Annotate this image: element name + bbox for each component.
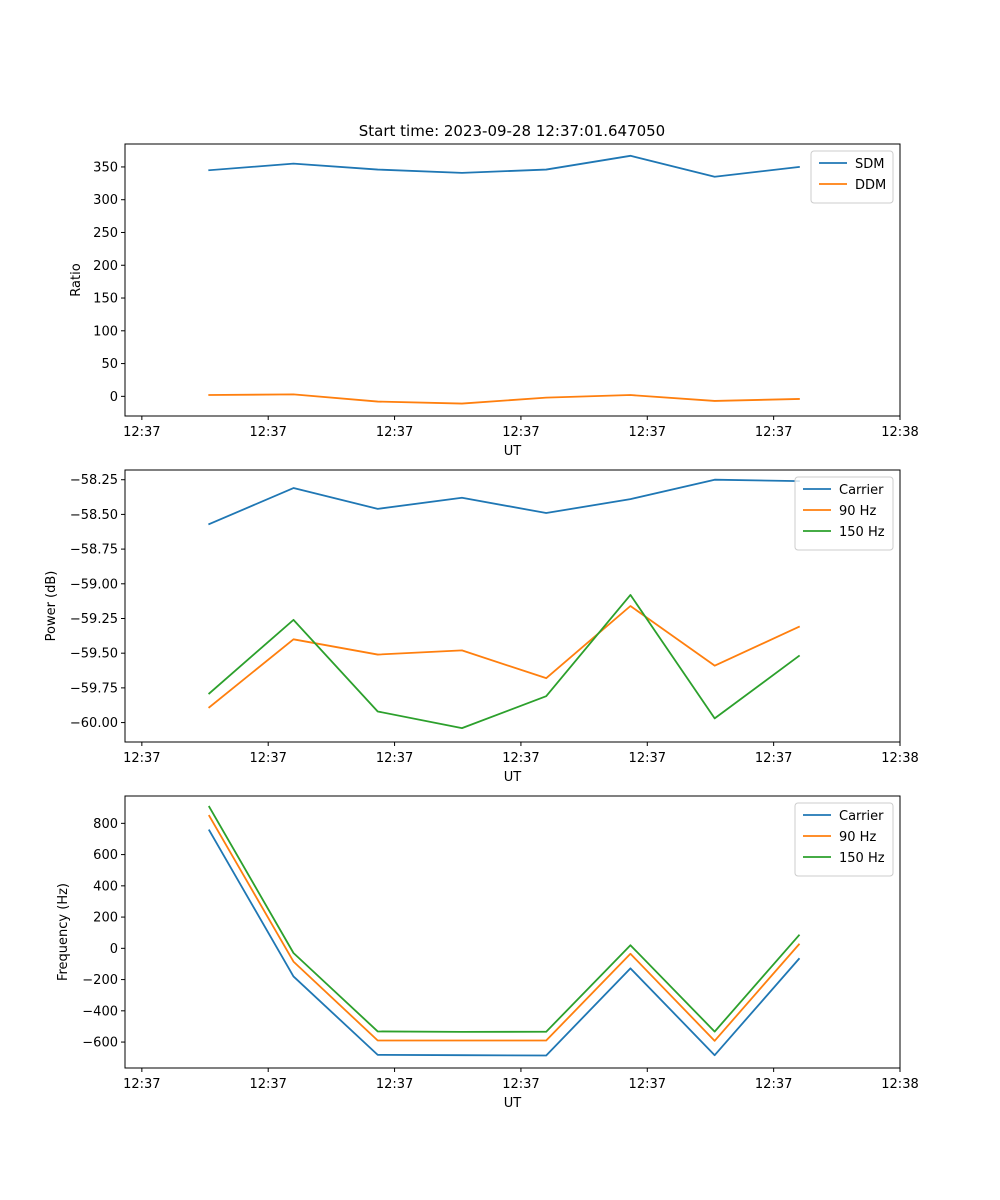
x-tick-label: 12:38 (881, 425, 918, 440)
legend-label: 90 Hz (839, 830, 876, 845)
x-axis-label: UT (504, 444, 522, 459)
y-tick-label: −58.50 (70, 508, 118, 523)
x-tick-label: 12:37 (502, 1077, 539, 1092)
legend-label: 150 Hz (839, 851, 885, 866)
legend: Carrier 90 Hz 150 Hz (794, 476, 894, 551)
y-tick-label: 600 (93, 848, 118, 863)
series-line-sdm (208, 154, 800, 178)
legend: Carrier 90 Hz 150 Hz (794, 802, 894, 877)
x-tick-label: 12:37 (249, 751, 286, 766)
legend-label: Carrier (839, 483, 884, 498)
x-tick-label: 12:37 (123, 425, 160, 440)
x-tick-label: 12:37 (502, 425, 539, 440)
y-tick-label: 200 (93, 259, 118, 274)
x-tick-label: 12:37 (249, 425, 286, 440)
series-line-150-hz (207, 594, 801, 730)
y-tick-label: 100 (93, 324, 118, 339)
axes-frame (124, 143, 901, 417)
legend-label: 150 Hz (839, 525, 885, 540)
y-tick-label: −59.75 (70, 681, 118, 696)
x-tick-label: 12:37 (123, 1077, 160, 1092)
x-tick-label: 12:38 (881, 751, 918, 766)
panel-1: 12:37 12:37 12:37 12:37 12:37 12:37 12:38 0 50 10… (69, 143, 919, 459)
y-tick-label: 400 (93, 879, 118, 894)
y-tick-label: −600 (82, 1036, 118, 1051)
legend-box (810, 150, 894, 204)
x-tick-label: 12:37 (249, 1077, 286, 1092)
y-tick-label: −60.00 (70, 716, 118, 731)
x-tick-label: 12:38 (881, 1077, 918, 1092)
x-tick-label: 12:37 (376, 751, 413, 766)
y-tick-label: −59.25 (70, 612, 118, 627)
y-tick-label: 350 (93, 160, 118, 175)
panel-2: 12:37 12:37 12:37 12:37 12:37 12:37 12:38 −60.0… (44, 469, 919, 785)
legend-label: SDM (855, 157, 884, 172)
x-tick-label: 12:37 (123, 751, 160, 766)
x-tick-label: 12:37 (629, 425, 666, 440)
y-tick-label: 150 (93, 292, 118, 307)
legend: SDM DDM (810, 150, 894, 204)
y-tick-label: −59.00 (70, 577, 118, 592)
panels: 12:37 12:37 12:37 12:37 12:37 12:37 12:38 0 50 10… (44, 143, 919, 1111)
y-tick-label: 0 (110, 942, 118, 957)
y-tick-label: 300 (93, 193, 118, 208)
y-tick-label: 200 (93, 911, 118, 926)
series-line-ddm (208, 393, 800, 405)
axes-frame (124, 795, 901, 1069)
x-axis-label: UT (504, 770, 522, 785)
y-axis-label: Ratio (69, 263, 84, 296)
y-tick-label: −58.25 (70, 473, 118, 488)
series-line-carrier (208, 829, 801, 1057)
y-tick-label: 50 (101, 357, 118, 372)
x-tick-label: 12:37 (755, 751, 792, 766)
y-tick-label: 800 (93, 817, 118, 832)
x-tick-label: 12:37 (502, 751, 539, 766)
x-tick-label: 12:37 (755, 1077, 792, 1092)
x-tick-label: 12:37 (629, 751, 666, 766)
panel-3: 12:37 12:37 12:37 12:37 12:37 12:37 12:38 −600 −… (56, 795, 919, 1111)
y-axis-label: Frequency (Hz) (56, 883, 71, 981)
y-tick-label: −200 (82, 973, 118, 988)
y-tick-label: −400 (82, 1004, 118, 1019)
series-line-90-hz (208, 814, 801, 1042)
x-axis-label: UT (504, 1096, 522, 1111)
y-axis-label: Power (dB) (44, 571, 59, 642)
y-tick-label: 250 (93, 226, 118, 241)
x-tick-label: 12:37 (629, 1077, 666, 1092)
axes-frame (124, 469, 901, 743)
x-tick-label: 12:37 (376, 425, 413, 440)
legend-label: 90 Hz (839, 504, 876, 519)
series-line-90-hz (207, 605, 801, 709)
legend-label: DDM (855, 178, 886, 193)
figure-title: Start time: 2023-09-28 12:37:01.647050 (359, 122, 665, 140)
x-tick-label: 12:37 (376, 1077, 413, 1092)
x-tick-label: 12:37 (755, 425, 792, 440)
series-line-carrier (208, 478, 800, 526)
y-tick-label: 0 (110, 390, 118, 405)
series-line-150-hz (208, 805, 801, 1033)
legend-label: Carrier (839, 809, 884, 824)
y-tick-label: −59.50 (70, 647, 118, 662)
y-tick-label: −58.75 (70, 543, 118, 558)
